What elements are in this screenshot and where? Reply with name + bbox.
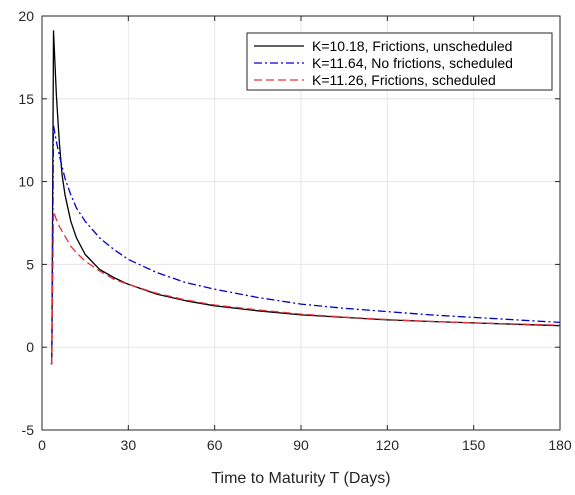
x-tick-label: 90 [293, 437, 309, 453]
series-line-2 [50, 124, 561, 365]
x-tick-label: 120 [376, 437, 400, 453]
legend-entry-1: K=10.18, Frictions, unscheduled [312, 38, 512, 54]
x-tick-label: 60 [207, 437, 223, 453]
x-tick-label: 180 [548, 437, 572, 453]
x-tick-label: 30 [121, 437, 137, 453]
legend-entry-3: K=11.26, Frictions, scheduled [312, 72, 496, 88]
y-tick-label: 5 [26, 256, 34, 272]
legend: K=10.18, Frictions, unscheduledK=11.64, … [246, 32, 553, 91]
x-axis-label: Time to Maturity T (Days) [211, 470, 390, 487]
x-tick-label: 0 [38, 437, 46, 453]
series-line-1 [50, 30, 561, 365]
series-line-3 [50, 210, 561, 365]
y-tick-label: 15 [18, 91, 34, 107]
y-tick-label: 0 [26, 339, 34, 355]
y-tick-label: 20 [18, 8, 34, 24]
series-layer [50, 30, 561, 365]
y-tick-label: -5 [22, 422, 35, 438]
x-tick-label: 150 [462, 437, 486, 453]
y-tick-label: 10 [18, 174, 34, 190]
legend-entry-2: K=11.64, No frictions, scheduled [312, 55, 513, 71]
